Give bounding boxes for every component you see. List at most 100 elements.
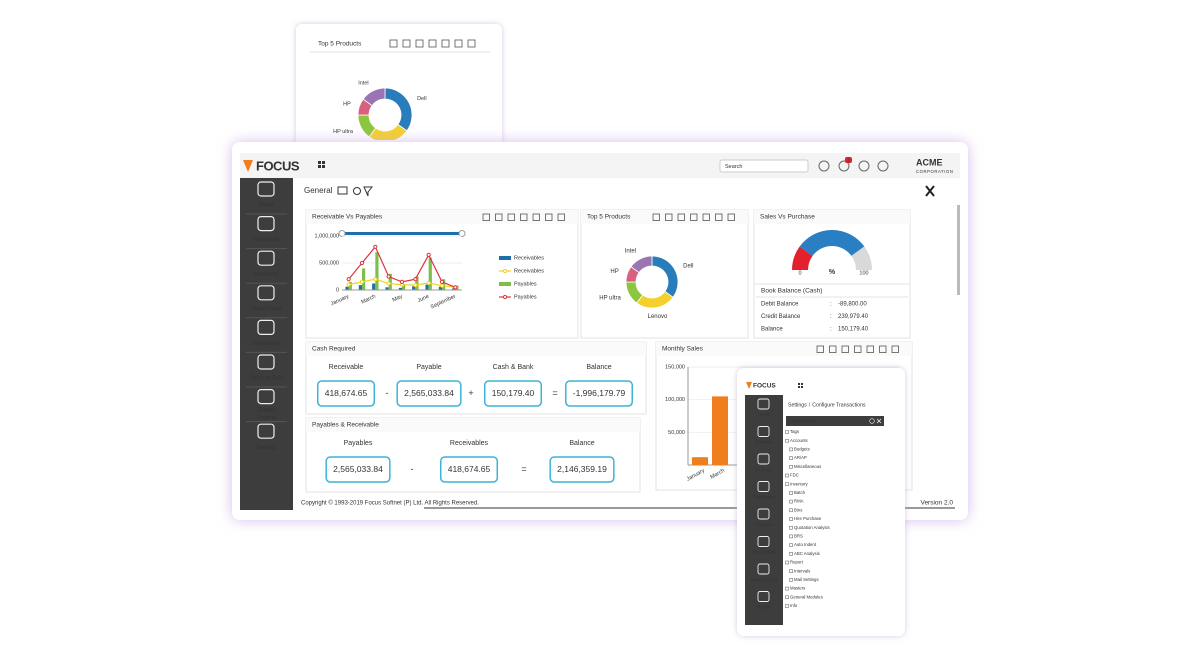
- panel-header: [754, 210, 910, 224]
- tree-item[interactable]: General Modules: [790, 594, 823, 599]
- tree-icon: [785, 438, 789, 443]
- toolbar-icon[interactable]: [879, 345, 887, 353]
- tree-item[interactable]: Batch: [794, 490, 806, 495]
- toolbar-icon[interactable]: [520, 213, 528, 221]
- nav-icon: [257, 285, 275, 301]
- toolbar-icon[interactable]: [702, 213, 710, 221]
- toolbar-button[interactable]: [818, 160, 830, 172]
- nav-item[interactable]: Settings: [256, 445, 278, 451]
- panel-title: Monthly Sales: [662, 346, 704, 353]
- nav-item[interactable]: Financials: [755, 440, 774, 445]
- toolbar-icon[interactable]: [816, 345, 824, 353]
- toolbar-icon[interactable]: [482, 213, 490, 221]
- balance-separator: :: [830, 302, 832, 308]
- bar: [358, 285, 362, 290]
- tree-item[interactable]: Auto Indent: [794, 542, 817, 547]
- apps-icon: [318, 165, 321, 168]
- nav-item[interactable]: Quality Control: [750, 577, 778, 582]
- tree-item[interactable]: RMA: [794, 499, 804, 504]
- nav-icon: [257, 319, 275, 335]
- toolbar-button[interactable]: [877, 160, 889, 172]
- slice-label: HP ultra: [333, 129, 354, 135]
- tree-item[interactable]: Accounts: [790, 438, 808, 443]
- balance-label: Debit Balance: [761, 302, 799, 308]
- nav-icon: [257, 181, 275, 197]
- nav-item[interactable]: Inventory: [755, 467, 773, 472]
- legend-swatch: [499, 282, 511, 286]
- nav-item[interactable]: Financials: [253, 237, 280, 243]
- toolbar-icon[interactable]: [677, 213, 685, 221]
- tree-icon: [785, 473, 789, 478]
- view-icon: [353, 187, 361, 195]
- value-box: [396, 380, 462, 407]
- logo: FOCUS: [753, 383, 776, 390]
- tree-item[interactable]: Report: [790, 560, 804, 565]
- tree-item[interactable]: Intervals: [794, 568, 810, 573]
- slice-label: Dell: [417, 96, 426, 102]
- tree-item[interactable]: Info: [790, 603, 798, 608]
- toolbar-icon[interactable]: [557, 213, 565, 221]
- toolbar-button[interactable]: [838, 160, 850, 172]
- panel-button[interactable]: [869, 418, 875, 424]
- toolbar-icon[interactable]: [727, 213, 735, 221]
- tree-icon: [789, 508, 793, 513]
- nav-item[interactable]: Quality Control: [257, 407, 276, 421]
- nav-item[interactable]: Settings: [756, 605, 771, 610]
- panel-title: Sales Vs Purchase: [760, 214, 815, 221]
- nav-item[interactable]: Point of Sale: [249, 376, 284, 382]
- toolbar-icon[interactable]: [545, 213, 553, 221]
- nav-icon: [257, 389, 275, 405]
- nav-item[interactable]: Home: [758, 412, 770, 417]
- toolbar-icon: [467, 39, 476, 48]
- toolbar-button[interactable]: [858, 160, 870, 172]
- nav-item[interactable]: Production: [252, 341, 281, 347]
- apps-icon: [801, 383, 803, 385]
- toolbar-icon[interactable]: [652, 213, 660, 221]
- nav-icon: [757, 481, 770, 492]
- gauge-unit: %: [829, 269, 836, 276]
- toolbar-icon[interactable]: [507, 213, 515, 221]
- line-point: [413, 283, 418, 288]
- nav-item[interactable]: Fixed Asset: [753, 495, 775, 500]
- search-box[interactable]: [719, 159, 809, 173]
- line-point: [386, 281, 391, 286]
- tree-item[interactable]: Bins: [794, 507, 802, 512]
- tree-item[interactable]: Miscellaneous: [794, 464, 821, 469]
- nav-item[interactable]: Fixed Asset: [251, 306, 282, 312]
- toolbar-icon[interactable]: [495, 213, 503, 221]
- tree-item[interactable]: ABC Analysis: [794, 551, 820, 556]
- tree-item[interactable]: BRS: [794, 534, 803, 539]
- bar: [372, 283, 376, 290]
- tree-item[interactable]: Quotation Analysis: [794, 525, 830, 530]
- tree-icon: [785, 595, 789, 600]
- toolbar-icon[interactable]: [690, 213, 698, 221]
- toolbar-icon[interactable]: [891, 345, 899, 353]
- nav-item[interactable]: Point of Sale: [752, 550, 776, 555]
- nav-item[interactable]: Inventory: [254, 272, 279, 278]
- tree-item[interactable]: Budgets: [794, 447, 810, 452]
- toolbar-icon[interactable]: [854, 345, 862, 353]
- tree-item[interactable]: AR/AP: [794, 455, 807, 460]
- badge-count: 1: [847, 157, 850, 162]
- legend-swatch: [502, 268, 508, 274]
- nav-item[interactable]: Home: [258, 203, 275, 209]
- close-icon: [876, 418, 882, 424]
- tree-item[interactable]: Tags: [790, 429, 799, 434]
- toolbar-icon[interactable]: [665, 213, 673, 221]
- breadcrumb-page: Configure Transactions: [812, 402, 866, 408]
- toolbar-icon[interactable]: [829, 345, 837, 353]
- toolbar-icon[interactable]: [841, 345, 849, 353]
- item-value: 2,146,359.19: [557, 464, 607, 474]
- tree-item[interactable]: Hire Purchase: [794, 516, 822, 521]
- operator: -: [411, 464, 414, 474]
- tree-item[interactable]: Masters: [790, 586, 805, 591]
- tree-item[interactable]: Inventory: [790, 481, 809, 486]
- toolbar-icon[interactable]: [532, 213, 540, 221]
- toolbar-icon[interactable]: [715, 213, 723, 221]
- toolbar-icon[interactable]: [866, 345, 874, 353]
- tree-item[interactable]: FDC: [790, 473, 799, 478]
- legend-swatch: [499, 256, 511, 260]
- tree-item[interactable]: Mail Settings: [794, 577, 819, 582]
- nav-item[interactable]: Production: [754, 522, 775, 527]
- apps-icon: [798, 383, 800, 385]
